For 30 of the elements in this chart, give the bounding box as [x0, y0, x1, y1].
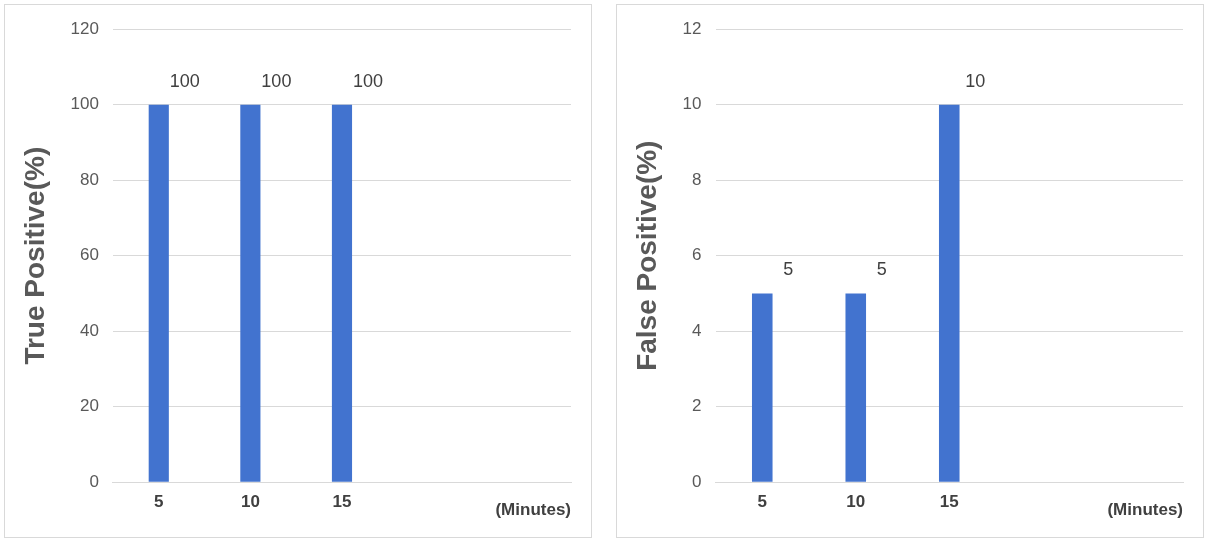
y-tick-label: 2 — [692, 396, 702, 416]
x-axis-title: (Minutes) — [495, 500, 571, 520]
x-axis-title: (Minutes) — [1107, 500, 1183, 520]
data-label: 10 — [965, 70, 986, 91]
y-tick-label: 60 — [80, 245, 99, 265]
data-label: 100 — [261, 70, 292, 91]
y-tick-label: 100 — [70, 94, 99, 114]
y-tick-label: 20 — [80, 396, 99, 416]
y-tick-label: 40 — [80, 320, 99, 340]
x-tick-label: 15 — [939, 492, 959, 512]
data-label: 100 — [169, 70, 200, 91]
x-tick-label: 5 — [757, 492, 767, 512]
y-tick-label: 6 — [692, 245, 702, 265]
y-axis-title: False Positive(%) — [630, 140, 662, 371]
x-tick-label: 10 — [846, 492, 866, 512]
x-tick-label: 5 — [154, 492, 164, 512]
y-axis-title: True Positive(%) — [18, 146, 50, 365]
y-tick-label: 120 — [70, 18, 99, 38]
y-tick-label: 10 — [682, 94, 702, 114]
data-label: 100 — [352, 70, 384, 91]
y-tick-label: 8 — [692, 169, 702, 189]
data-label: 5 — [783, 259, 794, 280]
y-tick-label: 80 — [80, 169, 99, 189]
x-tick-label: 10 — [240, 492, 260, 512]
x-tick-label: 15 — [332, 492, 352, 512]
y-tick-label: 0 — [89, 471, 99, 491]
y-tick-label: 0 — [692, 471, 702, 491]
y-tick-label: 12 — [682, 18, 702, 38]
y-tick-label: 4 — [692, 320, 702, 340]
data-label: 5 — [876, 259, 887, 280]
